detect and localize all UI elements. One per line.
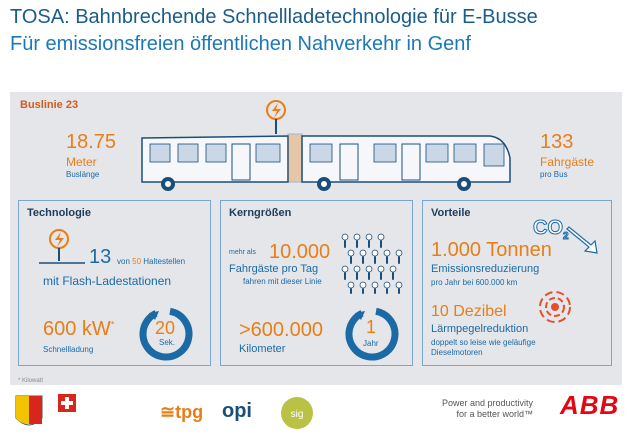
stations-label: mit Flash-Ladestationen <box>43 274 172 288</box>
bus-length-value: 18.75 <box>66 131 117 153</box>
tons-label: Emissionsreduzierung <box>431 263 540 275</box>
bus-length-unit: Meter <box>66 155 97 169</box>
tons-caption: pro Jahr bei 600.000 km <box>431 278 518 287</box>
db-label: Lärmpegelreduktion <box>431 323 529 335</box>
db-value: 10 Dezibel <box>431 303 507 320</box>
vorteile-title: Vorteile <box>431 207 471 219</box>
passengers-day-label: Fahrgäste pro Tag <box>229 263 319 275</box>
charging-station-icon <box>39 229 85 264</box>
year-label: Jahr <box>363 339 379 348</box>
vorteile-box: Vorteile CO2 1.000 Tonnen Emissionsreduz… <box>422 200 612 366</box>
passengers-day-caption: fahren mit dieser Linie <box>243 277 322 286</box>
km-value: >600.000 <box>239 319 323 341</box>
passengers-day-value: 10.000 <box>269 241 331 263</box>
page-subtitle: Für emissionsfreien öffentlichen Nahverk… <box>10 33 471 55</box>
bus-illustration <box>141 100 511 191</box>
abb-logo: ABB <box>560 390 620 420</box>
power-value: 600 kW <box>43 318 111 340</box>
year-value: 1 <box>366 317 377 337</box>
db-caption-1: doppelt so leise wie geläufige <box>431 338 536 347</box>
tons-value: 1.000 Tonnen <box>431 239 552 261</box>
stations-suffix: Haltestellen <box>143 257 186 266</box>
bus-length-caption: Buslänge <box>66 170 100 179</box>
tpg-logo: tpg <box>175 402 204 422</box>
sig-text: sig <box>291 409 304 420</box>
technologie-box: Technologie 13 von 50 Haltestellen mit F… <box>18 200 211 366</box>
km-label: Kilometer <box>239 343 286 355</box>
year-ring-icon <box>345 307 399 361</box>
time-ring-icon <box>139 307 193 361</box>
tagline-line-2: for a better world™ <box>456 409 534 419</box>
time-value: 20 <box>155 318 176 338</box>
bus-line-label: Buslinie 23 <box>20 99 79 111</box>
page-title: TOSA: Bahnbrechende Schnellladetechnolog… <box>10 6 538 28</box>
bus-passengers-unit: Fahrgäste <box>540 155 595 169</box>
db-caption-2: Dieselmotoren <box>431 348 483 357</box>
technologie-title: Technologie <box>27 207 91 219</box>
time-unit: Sek. <box>159 338 176 347</box>
power-marker: * <box>110 319 115 330</box>
bus-passengers-value: 133 <box>540 131 574 153</box>
stations-count: 13 <box>89 246 112 268</box>
abb-tagline: Power and productivity for a better worl… <box>442 398 533 420</box>
opi-logo: opi <box>222 400 252 422</box>
co2-label: CO <box>533 217 564 240</box>
co2-sub: 2 <box>563 231 569 243</box>
tagline-line-1: Power and productivity <box>442 398 534 408</box>
power-label: Schnellladung <box>43 345 94 354</box>
swiss-flag-logo <box>58 394 76 412</box>
kerngroessen-box: Kerngrößen mehr als 10.000 Fahrgäste pro… <box>220 200 413 366</box>
stations-total: 50 <box>132 257 142 266</box>
kerngroessen-title: Kerngrößen <box>229 207 292 219</box>
noise-icon <box>539 291 571 323</box>
stations-of: von <box>117 257 130 266</box>
sig-logo: sig <box>281 397 313 429</box>
crowd-icon <box>341 233 403 294</box>
passengers-prefix: mehr als <box>229 249 256 256</box>
co2-reduction-arrow-icon <box>566 226 598 254</box>
geneva-logo <box>15 395 43 426</box>
footnote: * Kilowatt <box>18 378 44 384</box>
bus-passengers-caption: pro Bus <box>540 170 568 179</box>
